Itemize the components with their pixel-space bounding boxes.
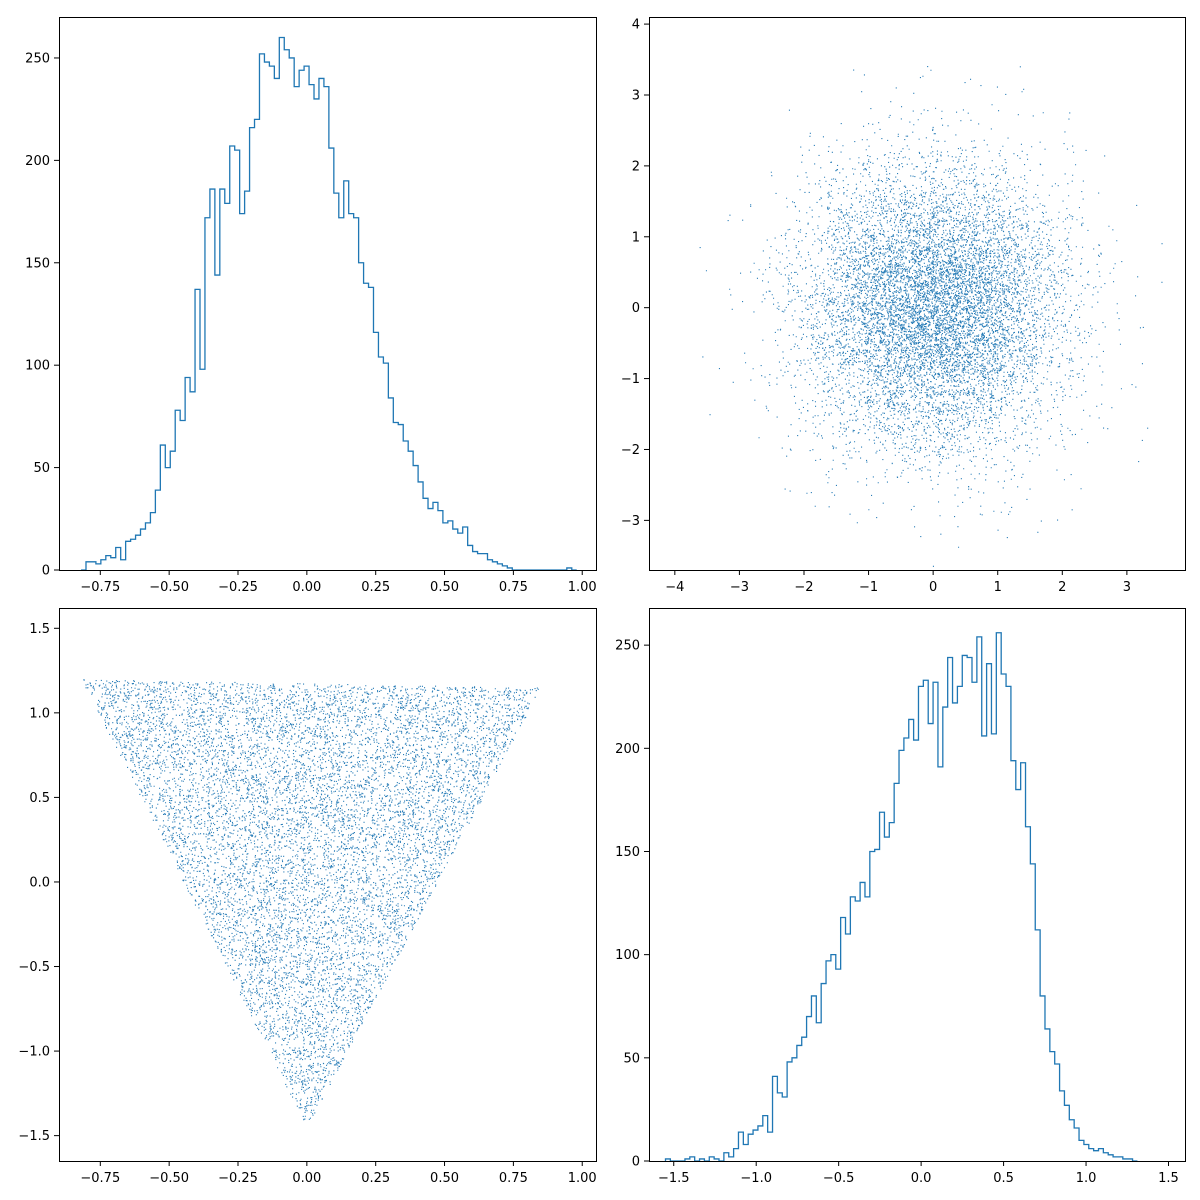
x-tick-label: −1.0 [740,1171,772,1186]
y-tick-label: −2 [621,443,640,458]
y-tick-label: 100 [25,359,50,374]
y-tick-label: 150 [615,845,640,860]
x-tick-label: 1.00 [568,1171,597,1186]
y-tick-label: 1.0 [29,706,50,721]
x-tick-label: −1 [859,580,878,595]
y-tick-label: 100 [615,948,640,963]
subplot-bottom-left: −0.75 −0.50 −0.25 0.00 0.25 0.50 0.75 1.00 −1.5 −… [18,608,597,1186]
histogram-step-line [81,36,577,570]
y-tick-label: 0 [42,564,50,579]
x-tick-label: 0.25 [361,580,390,595]
x-tick-label: 3 [1123,580,1131,595]
x-tick-label: −0.5 [823,1171,855,1186]
y-tick-label: 200 [25,154,50,169]
y-tick-label: 0.0 [29,875,50,890]
x-tick-label: 0.00 [292,1171,321,1186]
scatter-points [699,66,1163,567]
x-tick-label: −0.25 [218,580,258,595]
x-tick-label: 0.75 [499,1171,528,1186]
subplot-top-left: −0.75 −0.50 −0.25 0.00 0.25 0.50 0.75 1.00 0 50 10… [25,17,597,595]
plot-area [81,36,577,570]
y-tick-label: 4 [632,18,640,33]
y-tick-label: 0.5 [29,791,50,806]
y-tick-label: 0 [632,301,640,316]
subplot-top-right: −4 −3 −2 −1 0 1 2 3 −3 −2 −1 0 1 2 3 4 [621,17,1186,595]
x-tick-label: −0.50 [149,1171,189,1186]
x-tick-label: 1.00 [568,580,597,595]
x-tick-label: 0.5 [993,1171,1014,1186]
x-tick-label: 0.0 [911,1171,932,1186]
plot-area [699,66,1163,567]
x-tick-label: −0.50 [149,580,189,595]
x-tick-label: −4 [665,580,684,595]
axes-frame [59,17,597,571]
x-tick-label: 0.25 [361,1171,390,1186]
x-tick-label: −0.75 [80,1171,120,1186]
x-tick-label: 1.5 [1158,1171,1179,1186]
y-tick-label: −0.5 [18,960,50,975]
y-tick-label: 50 [33,461,50,476]
histogram-step-line [664,632,1138,1161]
x-tick-label: −0.75 [80,580,120,595]
axes-frame [59,608,597,1162]
y-tick-label: −1 [621,372,640,387]
y-tick-label: 0 [632,1155,640,1170]
x-tick-label: −0.25 [218,1171,258,1186]
y-tick-label: 150 [25,256,50,271]
x-tick-label: 2 [1058,580,1066,595]
axes-frame [649,608,1186,1162]
x-tick-label: −3 [730,580,749,595]
plot-area [83,679,539,1121]
x-tick-label: −2 [794,580,813,595]
plot-area [664,632,1138,1161]
y-tick-label: 50 [623,1051,640,1066]
y-tick-label: 3 [632,88,640,103]
x-tick-label: 0.50 [430,580,459,595]
axes-frame [649,17,1186,571]
x-tick-label: 1.0 [1076,1171,1097,1186]
y-tick-label: 200 [615,742,640,757]
y-tick-label: −1.5 [18,1129,50,1144]
x-tick-label: −1.5 [658,1171,690,1186]
subplot-bottom-right: −1.5 −1.0 −0.5 0.0 0.5 1.0 1.5 0 50 100 150 200 250 [615,608,1186,1186]
x-tick-label: 1 [994,580,1002,595]
x-tick-label: 0.50 [430,1171,459,1186]
y-tick-label: 1 [632,230,640,245]
y-tick-label: 2 [632,159,640,174]
y-tick-label: 250 [25,51,50,66]
y-tick-label: −1.0 [18,1045,50,1060]
y-tick-label: 1.5 [29,622,50,637]
scatter-points [83,679,539,1121]
x-tick-label: 0.75 [499,580,528,595]
x-tick-label: 0 [929,580,937,595]
x-tick-label: 0.00 [292,580,321,595]
y-tick-label: −3 [621,514,640,529]
y-tick-label: 250 [615,639,640,654]
